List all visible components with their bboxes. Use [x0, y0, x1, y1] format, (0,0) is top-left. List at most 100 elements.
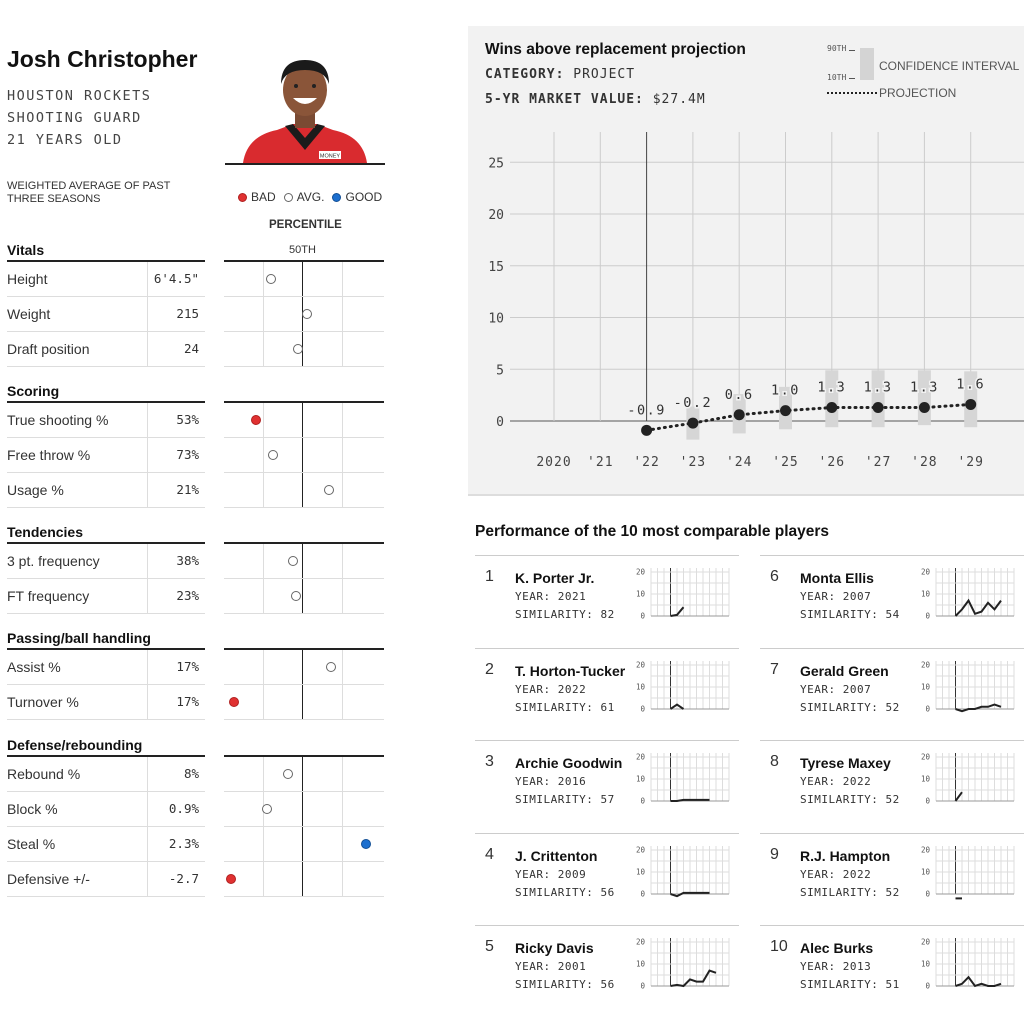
stat-separator: [147, 792, 148, 826]
percentile-cell: [224, 650, 384, 685]
section-rule: [7, 542, 205, 544]
comparable-rank: 8: [770, 753, 779, 771]
percentile-grid-top: [224, 401, 384, 403]
comparable-player[interactable]: 10 Alec Burks YEAR: 2013 SIMILARITY: 51 2…: [760, 925, 1024, 1006]
comparable-player[interactable]: 3 Archie Goodwin YEAR: 2016 SIMILARITY: …: [475, 740, 739, 821]
stat-label: True shooting %: [7, 412, 109, 428]
war-x-tick-label: '24: [726, 455, 752, 470]
projection-legend-line: [827, 92, 877, 94]
percentile-gridline: [342, 438, 343, 472]
war-y-tick-label: 25: [488, 156, 504, 171]
mini-y-tick-label: 20: [636, 568, 646, 577]
stat-row: Draft position 24: [7, 332, 205, 367]
mini-series-line: [670, 606, 685, 617]
stat-value: 215: [176, 306, 199, 321]
percentile-50th-line: [302, 757, 303, 791]
percentile-50th-line: [302, 544, 303, 578]
percentile-gridline: [263, 650, 264, 684]
stat-label: Defensive +/-: [7, 871, 90, 887]
comparable-rank: 5: [485, 938, 494, 956]
percentile-gridline: [342, 827, 343, 861]
mini-y-tick-label: 0: [640, 889, 645, 898]
stat-value: 6'4.5": [153, 271, 199, 286]
comparable-player[interactable]: 8 Tyrese Maxey YEAR: 2022 SIMILARITY: 52…: [760, 740, 1024, 821]
comparable-name: Alec Burks: [800, 940, 874, 957]
percentile-gridline: [263, 544, 264, 578]
bad-dot-icon: [238, 192, 247, 202]
stat-label: Height: [7, 271, 48, 287]
war-data-label: -0.2: [674, 395, 713, 411]
comparable-similarity: SIMILARITY: 57: [515, 793, 615, 807]
mini-y-tick-label: 0: [925, 797, 930, 806]
stat-value: 21%: [176, 482, 199, 497]
mini-y-tick-label: 10: [636, 960, 646, 969]
percentile-cell: [224, 757, 384, 792]
comparable-year: YEAR: 2022: [800, 867, 872, 881]
stat-value: 24: [183, 341, 199, 356]
war-y-tick-label: 0: [496, 415, 504, 430]
player-position: SHOOTING GUARD: [7, 110, 142, 126]
stat-row: Assist % 17%: [7, 650, 205, 685]
player-team: HOUSTON ROCKETS: [7, 88, 152, 104]
comparable-player[interactable]: 2 T. Horton-Tucker YEAR: 2022 SIMILARITY…: [475, 647, 739, 729]
stat-separator: [147, 685, 148, 719]
mini-series-line: [670, 799, 710, 803]
stat-row: Steal % 2.3%: [7, 827, 205, 862]
war-y-tick-label: 10: [488, 312, 504, 327]
war-projection-point: [826, 402, 838, 414]
war-projection-point: [872, 402, 884, 414]
war-data-label: 1.6: [956, 376, 985, 392]
legend-bad-label: BAD: [251, 190, 276, 204]
stat-separator: [147, 862, 148, 896]
mini-y-tick-label: 0: [640, 704, 645, 713]
percentile-dot-avg: [266, 274, 277, 284]
comparable-year: YEAR: 2022: [515, 682, 587, 696]
percentile-50th-line: [302, 862, 303, 896]
projection-legend-label: PROJECTION: [879, 86, 957, 100]
good-dot-icon: [332, 192, 342, 202]
comparable-player[interactable]: 7 Gerald Green YEAR: 2007 SIMILARITY: 52…: [760, 647, 1024, 729]
comparable-similarity: SIMILARITY: 52: [800, 885, 900, 899]
war-projection-point: [687, 417, 699, 429]
percentile-cell: [224, 297, 384, 332]
comparable-player[interactable]: 5 Ricky Davis YEAR: 2001 SIMILARITY: 56 2…: [475, 925, 739, 1006]
stat-value: 8%: [183, 766, 199, 781]
war-x-tick-label: '27: [865, 455, 891, 470]
stat-separator: [147, 579, 148, 613]
comparable-rank: 4: [485, 845, 494, 863]
stat-label: Weight: [7, 306, 51, 322]
mini-y-tick-label: 10: [921, 960, 931, 969]
mini-y-tick-label: 10: [921, 867, 931, 876]
war-ci-bar: [871, 370, 885, 428]
percentile-gridline: [342, 650, 343, 684]
stat-label: Steal %: [7, 836, 56, 852]
war-data-label: 1.3: [910, 380, 939, 396]
comparable-mini-chart: 20 10 0: [636, 845, 730, 898]
stat-label: Rebound %: [7, 766, 81, 782]
percentile-gridline: [263, 262, 264, 296]
percentile-gridline: [263, 297, 264, 331]
war-chart: 0 5 10 15 20 25 2020 '21 '22 '23 '24 '25 '26 '27 '28 '2…: [488, 132, 1024, 470]
comparable-similarity: SIMILARITY: 61: [515, 700, 615, 714]
comparable-player[interactable]: 4 J. Crittenton YEAR: 2009 SIMILARITY: 5…: [475, 832, 739, 914]
comparable-name: T. Horton-Tucker: [515, 662, 626, 679]
comparable-player[interactable]: 1 K. Porter Jr. YEAR: 2021 SIMILARITY: 8…: [475, 555, 739, 636]
war-projection-point: [780, 405, 791, 417]
comparable-mini-chart: 20 10 0: [636, 938, 730, 991]
mini-y-tick-label: 0: [925, 982, 930, 991]
percentile-dot-bad: [228, 697, 239, 707]
stat-value: 53%: [176, 412, 199, 427]
comparable-player[interactable]: 6 Monta Ellis YEAR: 2007 SIMILARITY: 54 2…: [760, 555, 1024, 636]
mini-y-tick-label: 10: [636, 775, 646, 784]
comparable-year: YEAR: 2013: [800, 960, 872, 974]
stat-row: Rebound % 8%: [7, 757, 205, 792]
war-ci-bar: [917, 370, 931, 426]
comparable-player[interactable]: 9 R.J. Hampton YEAR: 2022 SIMILARITY: 52…: [760, 832, 1024, 914]
comparable-rank: 3: [485, 753, 494, 771]
comparable-name: Ricky Davis: [515, 940, 594, 957]
percentile-gridline: [263, 827, 264, 861]
stat-row: FT frequency 23%: [7, 579, 205, 614]
mini-y-tick-label: 20: [921, 660, 931, 669]
war-projection-point: [918, 402, 930, 414]
mini-y-tick-label: 20: [921, 568, 931, 577]
